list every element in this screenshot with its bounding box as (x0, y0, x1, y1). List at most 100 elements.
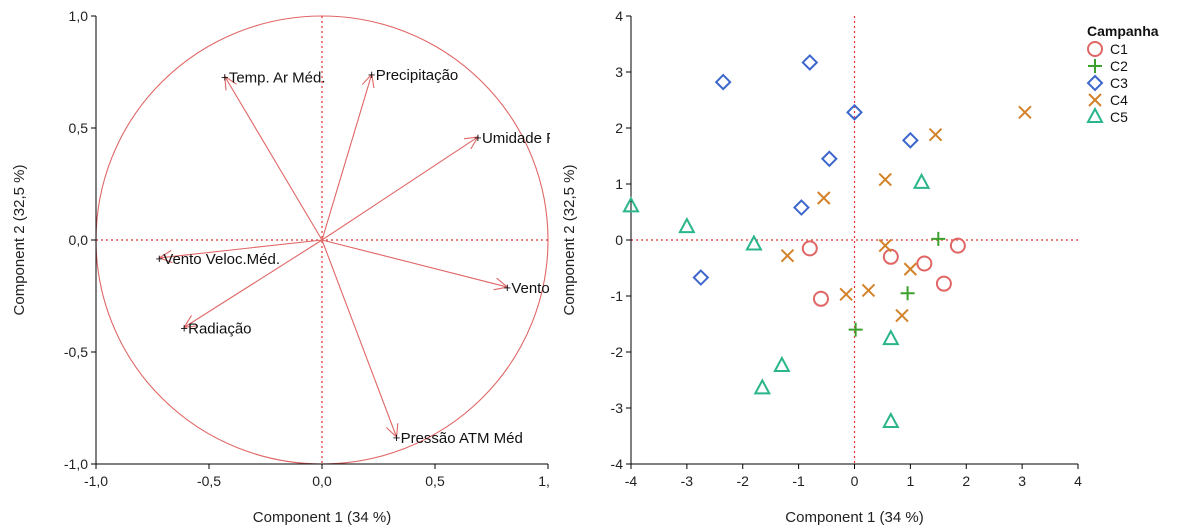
vector-label: Temp. Ar Méd. (229, 69, 326, 86)
y-axis-title: Component 2 (32,5 %) (11, 165, 28, 316)
x-tick-label: 2 (962, 473, 970, 489)
vector-tip-marker: + (155, 251, 163, 266)
x-tick-label: 1 (906, 473, 914, 489)
legend-item: C3 (1086, 74, 1128, 92)
y-tick-label: -1,0 (64, 456, 88, 472)
y-tick-label: -3 (611, 400, 624, 416)
y-tick-label: 3 (615, 64, 623, 80)
series-c5 (622, 172, 931, 428)
vector-arrowhead (361, 73, 375, 89)
legend-label: C3 (1110, 75, 1128, 91)
scatter-point (903, 262, 918, 276)
vector-label: Pressão ATM Méd (401, 430, 523, 447)
vector-label: Precipitação (376, 67, 459, 84)
scatter-point (780, 248, 795, 263)
vector-label: Vento Veloc.Méd. (163, 251, 280, 268)
scatter-point (793, 199, 810, 216)
x-tick-label: 0,0 (312, 473, 332, 489)
vector-tip-marker: + (393, 430, 401, 445)
loading-vector: + Vento Veloc.Méd. (155, 239, 323, 268)
scatter-point (812, 290, 829, 307)
series-c3 (692, 54, 919, 286)
y-tick-label: 0,5 (69, 120, 89, 136)
scatter-point (745, 234, 763, 251)
scores-plot: -4 -3 -2 -1 0 1 2 3 4 -4 -3 -2 -1 0 1 2 3 4 Component 1 (3… (561, 8, 1082, 526)
x-tick-label: 0,5 (425, 473, 445, 489)
scatter-point (882, 329, 900, 346)
legend-label: C5 (1110, 109, 1128, 125)
x-tick-label: 4 (1074, 473, 1082, 489)
vector-line (321, 239, 398, 438)
scatter-point (839, 287, 853, 302)
scatter-point (916, 255, 933, 272)
vector-label: Umidade Relativa (482, 130, 601, 147)
loading-vector: + Umidade Relativa (321, 130, 601, 241)
scatter-point (900, 286, 915, 301)
loading-vector: + Vento Direção (321, 239, 605, 297)
vector-line (159, 239, 323, 259)
scatter-point (678, 217, 696, 234)
y-tick-label: 1 (615, 176, 623, 192)
vector-tip-marker: + (368, 67, 376, 82)
vector-tip-marker: + (221, 69, 229, 84)
vector-label: Vento Direção (511, 280, 605, 297)
x-axis-title: Component 1 (34 %) (785, 509, 923, 526)
x-tick-label: 0 (851, 473, 859, 489)
loading-vector: + Pressão ATM Méd (321, 239, 523, 447)
scatter-point (848, 322, 863, 337)
scatter-point (861, 283, 876, 298)
x-tick-label: -3 (681, 473, 694, 489)
scatter-point (912, 172, 931, 189)
x-tick-label: -2 (737, 473, 750, 489)
legend-marker (1087, 41, 1103, 57)
y-tick-label: -2 (611, 344, 624, 360)
vector-line (321, 136, 479, 241)
legend-marker (1086, 106, 1104, 123)
scatter-point (935, 275, 952, 292)
vector-arrowhead (463, 136, 479, 150)
legend-title: Campanha (1087, 23, 1159, 39)
series-c2 (848, 231, 946, 337)
vector-line (224, 76, 323, 241)
loadings-plot: -1,0 -0,5 0,0 0,5 1,0 -1,0 -0,5 0,0 0,5 1,0 Compon… (11, 8, 605, 526)
vector-line (183, 239, 323, 328)
legend-item: C4 (1088, 92, 1128, 108)
legend-item: C5 (1086, 106, 1128, 125)
legend-label: C4 (1110, 92, 1128, 108)
vector-line (321, 74, 373, 241)
scatter-point (931, 231, 946, 246)
scatter-point (895, 308, 909, 323)
x-tick-label: 3 (1018, 473, 1026, 489)
vector-tip-marker: + (180, 320, 188, 335)
vector-arrowhead (493, 277, 509, 291)
scatter-point (1018, 105, 1032, 120)
scatter-point (753, 378, 771, 395)
x-tick-label: -0,5 (197, 473, 221, 489)
y-tick-label: 1,0 (69, 8, 89, 24)
vector-arrowhead (224, 75, 237, 91)
x-tick-label: 1,0 (538, 473, 558, 489)
y-tick-label: 2 (615, 120, 623, 136)
scatter-point (622, 196, 640, 213)
scatter-point (801, 54, 819, 71)
x-axis-title: Component 1 (34 %) (253, 509, 391, 526)
series-c1 (801, 237, 966, 307)
scatter-point (878, 172, 892, 187)
vector-tip-marker: + (504, 280, 512, 295)
legend-marker (1088, 59, 1102, 73)
series-c4 (780, 105, 1032, 323)
x-tick-label: -4 (625, 473, 638, 489)
legend-marker (1088, 93, 1102, 107)
loading-vector: + Radiação (180, 239, 323, 337)
scatter-point (928, 128, 943, 142)
scatter-point (846, 103, 863, 121)
legend-item: C1 (1087, 41, 1128, 57)
y-axis-title: Component 2 (32,5 %) (561, 165, 578, 316)
loading-vector: + Temp. Ar Méd. (221, 69, 326, 241)
vector-line (321, 239, 508, 288)
y-tick-label: 0,0 (69, 232, 89, 248)
loading-vector: + Precipitação (321, 67, 459, 241)
